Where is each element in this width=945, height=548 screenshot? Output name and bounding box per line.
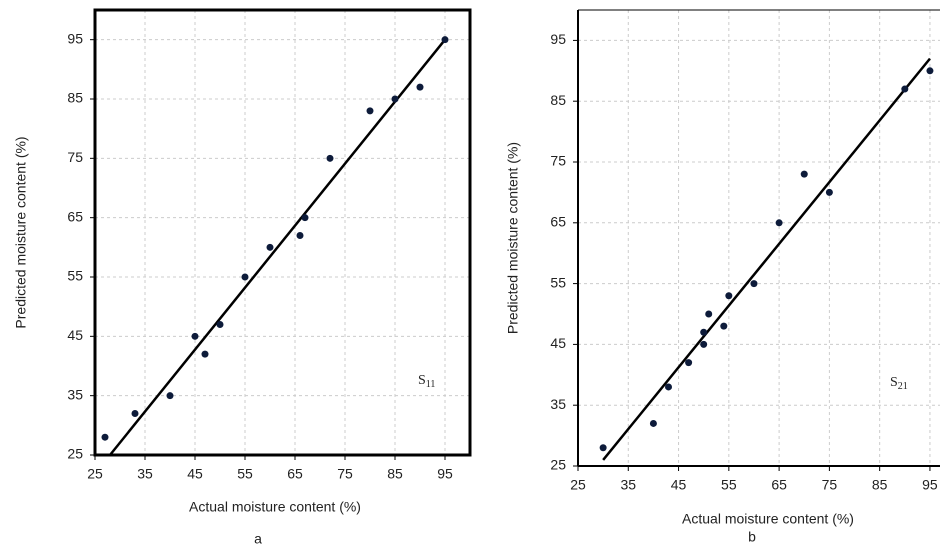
data-point (216, 320, 224, 328)
data-point (416, 83, 424, 91)
y-tick-label: 35 (67, 386, 83, 402)
data-point (266, 243, 274, 251)
panel-label: b (748, 529, 756, 545)
x-tick-label: 85 (387, 466, 403, 482)
data-point (725, 292, 733, 300)
y-tick-label: 95 (67, 30, 83, 46)
annotation-sub: 21 (898, 381, 908, 392)
data-point (901, 85, 909, 93)
y-tick-label: 25 (550, 457, 566, 473)
annotation-main: S (890, 375, 898, 390)
x-tick-label: 95 (437, 466, 453, 482)
data-point (926, 67, 934, 75)
x-tick-label: 35 (137, 466, 153, 482)
y-tick-label: 55 (550, 274, 566, 290)
x-tick-label: 45 (671, 477, 687, 493)
x-axis-label: Actual moisture content (%) (189, 499, 361, 515)
y-tick-label: 65 (67, 208, 83, 224)
annotation-main: S (418, 373, 426, 388)
x-tick-label: 75 (337, 466, 353, 482)
y-axis-label: Predicted moisture content (%) (505, 142, 521, 334)
data-point (750, 280, 758, 288)
data-point (441, 36, 449, 44)
data-point (191, 332, 199, 340)
data-point (720, 322, 728, 330)
y-tick-label: 35 (550, 396, 566, 412)
data-point (201, 350, 209, 358)
y-axis-label: Predicted moisture content (%) (13, 136, 29, 328)
y-tick-label: 65 (550, 214, 566, 230)
y-tick-label: 85 (550, 92, 566, 108)
data-point (391, 95, 399, 103)
y-tick-label: 95 (550, 31, 566, 47)
data-point (599, 444, 607, 452)
data-point (705, 310, 713, 318)
y-tick-label: 25 (67, 446, 83, 462)
x-tick-label: 65 (771, 477, 787, 493)
data-point (296, 231, 304, 239)
data-point (775, 219, 783, 227)
x-axis-label: Actual moisture content (%) (682, 511, 854, 527)
x-tick-label: 95 (922, 477, 938, 493)
data-point (101, 433, 109, 441)
fit-line (109, 38, 446, 456)
x-tick-label: 75 (822, 477, 838, 493)
annotation: S21 (890, 375, 908, 392)
y-tick-label: 45 (550, 335, 566, 351)
x-tick-label: 55 (237, 466, 253, 482)
data-point (241, 273, 249, 281)
x-tick-label: 55 (721, 477, 737, 493)
data-point (166, 392, 174, 400)
y-tick-label: 45 (67, 327, 83, 343)
y-tick-label: 75 (550, 153, 566, 169)
data-point (131, 409, 139, 417)
x-tick-label: 65 (287, 466, 303, 482)
x-tick-label: 25 (87, 466, 103, 482)
data-point (366, 107, 374, 115)
data-point (649, 419, 657, 427)
y-tick-label: 55 (67, 268, 83, 284)
y-tick-label: 75 (67, 149, 83, 165)
data-point (326, 154, 334, 162)
x-tick-label: 35 (620, 477, 636, 493)
x-tick-label: 25 (570, 477, 586, 493)
annotation: S11 (418, 373, 435, 390)
x-tick-label: 85 (872, 477, 888, 493)
data-point (685, 359, 693, 367)
data-point (800, 170, 808, 178)
data-point (301, 214, 309, 222)
annotation-sub: 11 (426, 379, 436, 390)
data-point (700, 340, 708, 348)
y-tick-label: 85 (67, 90, 83, 106)
data-point (825, 188, 833, 196)
fit-line (602, 57, 931, 461)
panel-label: a (254, 531, 262, 547)
data-point (665, 383, 672, 391)
x-tick-label: 45 (187, 466, 203, 482)
data-point (700, 328, 708, 336)
plot-frame (93, 8, 472, 457)
